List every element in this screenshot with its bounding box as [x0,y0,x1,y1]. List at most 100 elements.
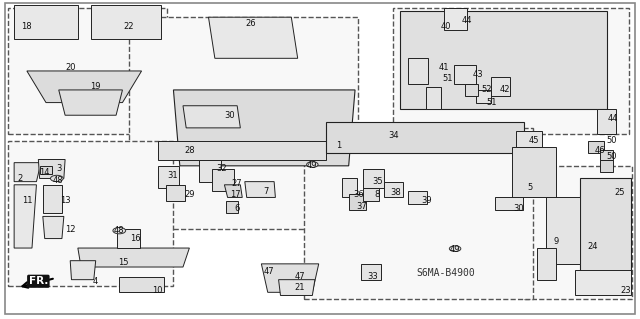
Polygon shape [597,109,616,134]
Text: 18: 18 [22,22,32,31]
Polygon shape [14,185,36,248]
Polygon shape [38,160,65,178]
Text: 9: 9 [553,237,558,246]
Text: 48: 48 [52,175,63,185]
Text: 21: 21 [294,283,305,292]
Text: 4: 4 [93,277,99,286]
Text: 35: 35 [372,177,383,186]
Text: 2: 2 [18,174,23,183]
Polygon shape [40,166,52,174]
Polygon shape [43,216,64,239]
Text: 20: 20 [65,63,76,72]
Text: 14: 14 [40,168,50,177]
Circle shape [113,227,125,234]
Text: 5: 5 [527,183,533,192]
Text: 39: 39 [422,196,433,205]
Text: 6: 6 [234,204,240,213]
Text: 44: 44 [608,114,618,123]
Text: 43: 43 [473,70,483,78]
Polygon shape [199,160,221,182]
Text: 38: 38 [390,188,401,197]
Text: 31: 31 [167,171,177,180]
Polygon shape [226,201,239,213]
Text: 51: 51 [442,74,452,83]
Polygon shape [78,248,189,267]
Text: 10: 10 [152,286,163,295]
Text: 49: 49 [450,245,460,254]
Polygon shape [209,17,298,58]
Text: 46: 46 [595,145,605,154]
Polygon shape [14,163,41,182]
FancyBboxPatch shape [129,17,358,229]
Polygon shape [426,87,441,109]
Polygon shape [364,169,384,188]
Polygon shape [444,8,467,30]
Text: 26: 26 [246,19,257,28]
Polygon shape [342,178,357,197]
Text: 40: 40 [441,22,451,31]
Text: 33: 33 [367,272,378,281]
Polygon shape [27,71,141,103]
Circle shape [307,162,318,167]
Polygon shape [495,197,523,210]
Polygon shape [399,11,607,109]
FancyBboxPatch shape [524,166,632,299]
FancyBboxPatch shape [8,8,167,134]
Text: S6MA-B4900: S6MA-B4900 [417,268,476,278]
Polygon shape [212,169,234,191]
Polygon shape [326,122,524,153]
Text: 52: 52 [482,85,492,94]
Polygon shape [476,90,491,103]
Text: 30: 30 [224,111,235,120]
Text: 37: 37 [356,203,367,211]
Polygon shape [408,58,428,84]
Polygon shape [600,160,613,172]
Circle shape [51,175,63,182]
Polygon shape [384,182,403,197]
Polygon shape [408,191,427,204]
Polygon shape [117,229,140,248]
Text: 50: 50 [607,136,617,145]
Text: 17: 17 [230,190,241,199]
Polygon shape [454,65,476,84]
Polygon shape [14,4,78,39]
Polygon shape [362,264,381,280]
Polygon shape [516,131,541,147]
Text: 45: 45 [528,136,539,145]
Text: 7: 7 [263,187,269,196]
Text: 25: 25 [614,188,625,197]
Text: 41: 41 [439,63,449,72]
Text: 12: 12 [65,225,76,234]
Text: 11: 11 [22,196,32,205]
Polygon shape [119,277,164,292]
FancyBboxPatch shape [304,128,534,299]
Polygon shape [70,261,96,280]
Text: 27: 27 [232,179,243,188]
Polygon shape [91,4,161,39]
Polygon shape [157,166,179,188]
Text: 8: 8 [374,190,380,199]
Text: 49: 49 [307,161,317,170]
Polygon shape [261,264,319,292]
Text: FR.: FR. [29,276,48,286]
Polygon shape [363,188,379,201]
Polygon shape [173,90,355,166]
Text: 51: 51 [487,98,497,107]
Polygon shape [600,150,613,160]
Polygon shape [580,178,631,273]
Circle shape [449,246,461,251]
Polygon shape [225,185,243,197]
FancyBboxPatch shape [8,141,173,286]
Text: 48: 48 [114,226,125,235]
Polygon shape [575,270,631,295]
Polygon shape [513,147,556,197]
Polygon shape [245,182,275,197]
Polygon shape [43,185,62,213]
Text: 28: 28 [184,145,195,154]
FancyBboxPatch shape [394,8,629,134]
Text: 47: 47 [294,272,305,281]
Text: 15: 15 [118,258,129,267]
Polygon shape [465,84,478,96]
Text: 29: 29 [184,190,195,199]
Text: 50: 50 [607,152,617,161]
